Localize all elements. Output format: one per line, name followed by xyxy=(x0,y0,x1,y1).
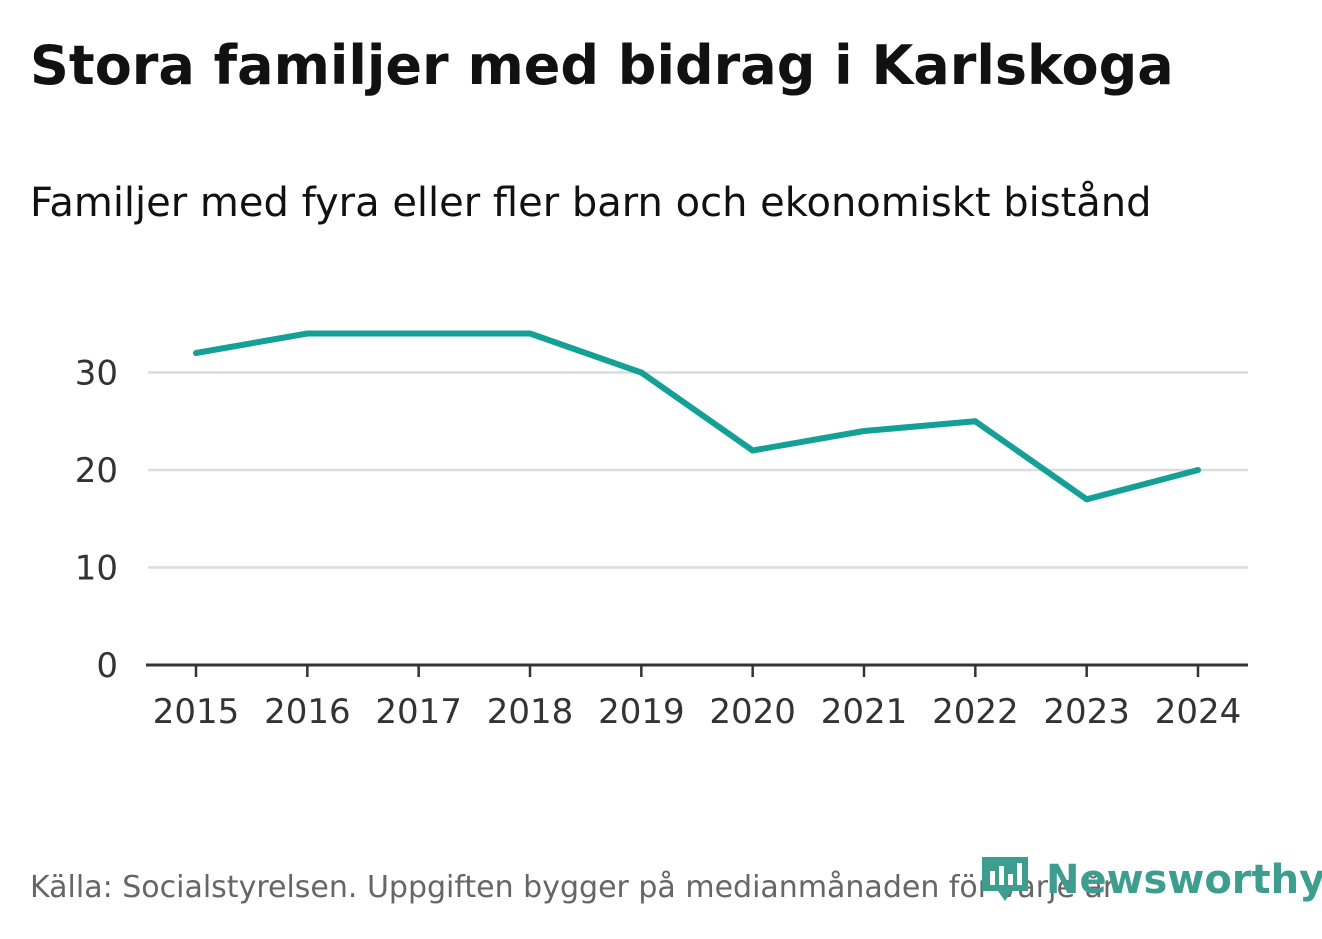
x-tick-label: 2018 xyxy=(487,692,574,732)
x-tick-label: 2024 xyxy=(1155,692,1242,732)
y-tick-label: 10 xyxy=(75,549,118,589)
source-note: Källa: Socialstyrelsen. Uppgiften bygger… xyxy=(30,870,1116,905)
x-axis-tick-labels: 2015 2016 2017 2018 2019 2020 2021 2022 2023 2024 xyxy=(153,692,1242,732)
newsworthy-logo: Newsworthy xyxy=(982,850,1322,910)
x-tick-label: 2015 xyxy=(153,692,240,732)
data-point xyxy=(749,447,756,454)
y-tick-label: 20 xyxy=(75,451,118,491)
x-tick-label: 2021 xyxy=(821,692,908,732)
x-tick-label: 2017 xyxy=(375,692,462,732)
data-point xyxy=(638,369,645,376)
x-tick-label: 2016 xyxy=(264,692,351,732)
data-point xyxy=(861,428,867,434)
y-tick-label: 0 xyxy=(96,646,118,686)
chart-subtitle: Familjer med fyra eller fler barn och ek… xyxy=(30,180,1152,226)
x-tick-label: 2022 xyxy=(932,692,1019,732)
data-point xyxy=(1195,467,1201,473)
x-tick-label: 2019 xyxy=(598,692,685,732)
x-tick-label: 2023 xyxy=(1043,692,1130,732)
y-tick-label: 30 xyxy=(75,354,118,394)
data-point xyxy=(1083,496,1090,503)
newsworthy-logo-text: Newsworthy xyxy=(1046,857,1322,903)
gridlines xyxy=(148,371,1248,569)
series-layer xyxy=(193,330,1201,503)
data-point xyxy=(415,330,422,337)
data-point xyxy=(193,350,199,356)
data-point xyxy=(304,330,311,337)
data-point xyxy=(527,330,533,337)
data-point xyxy=(972,418,979,425)
chart-title: Stora familjer med bidrag i Karlskoga xyxy=(30,34,1174,97)
x-axis xyxy=(146,663,1248,677)
series-line xyxy=(195,330,1199,503)
y-axis-tick-labels: 0 10 20 30 xyxy=(75,354,118,687)
newsworthy-logo-icon xyxy=(982,857,1028,901)
x-tick-label: 2020 xyxy=(709,692,796,732)
